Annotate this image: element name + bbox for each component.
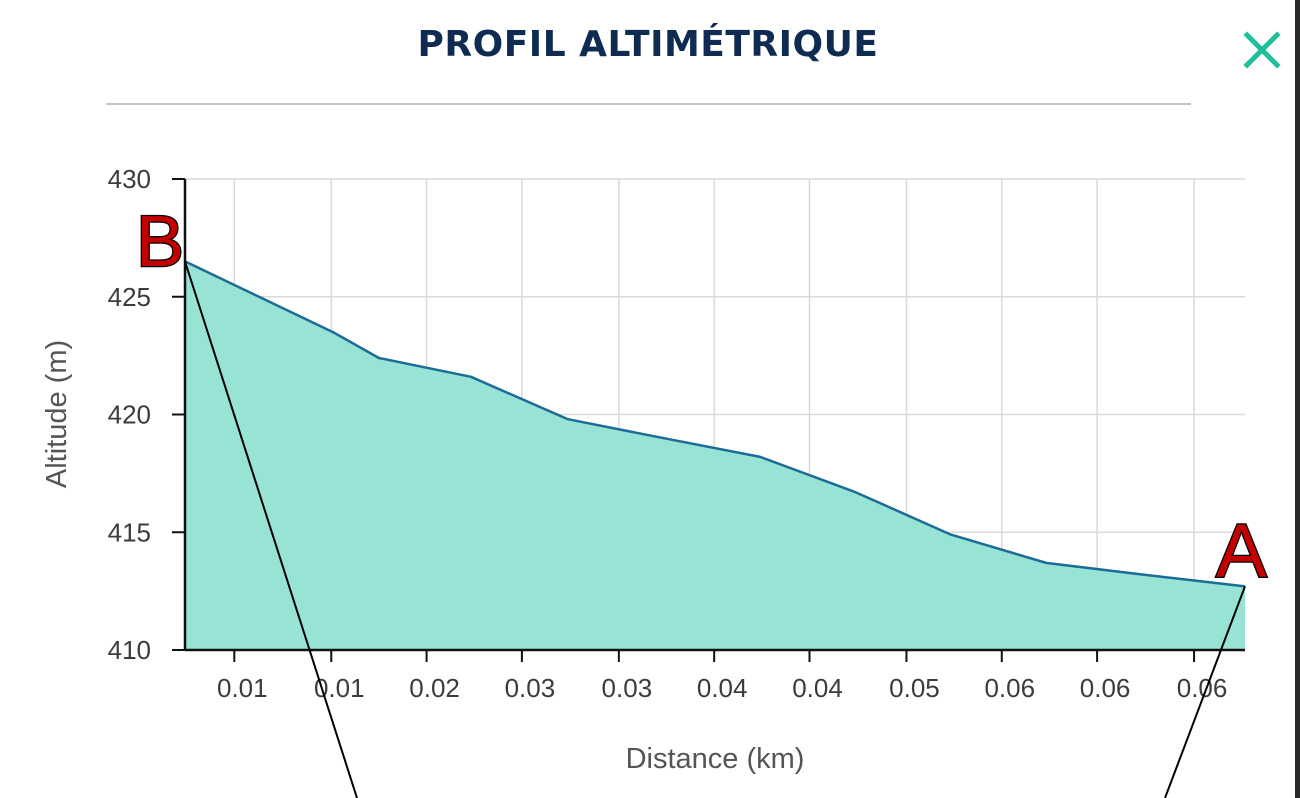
x-tick-label: 0.06 [984,673,1035,703]
marker-b-label: B [136,202,184,282]
y-tick-label: 420 [108,400,151,430]
page-title: PROFIL ALTIMÉTRIQUE [417,24,879,65]
x-tick-label: 0.04 [697,673,748,703]
x-tick-label: 0.04 [792,673,843,703]
x-tick-label: 0.05 [889,673,940,703]
close-icon [1243,31,1281,69]
x-axis-label: Distance (km) [626,743,805,775]
elevation-area [185,261,1245,650]
window-edge [1295,0,1300,798]
header-divider [106,103,1191,105]
x-tick-label: 0.02 [409,673,460,703]
y-tick-label: 430 [108,164,151,194]
marker-a-label: A [1216,509,1267,594]
x-tick-label: 0.03 [602,673,653,703]
modal-header: PROFIL ALTIMÉTRIQUE [0,0,1300,110]
y-tick-label: 410 [108,635,151,665]
x-tick-label: 0.01 [217,673,268,703]
x-tick-label: 0.06 [1080,673,1131,703]
marker-b-leader [184,261,358,798]
y-tick-label: 415 [108,517,151,547]
close-button[interactable] [1234,22,1290,78]
elevation-line [184,260,1246,588]
marker-a-leader [1164,586,1246,798]
y-tick-label: 425 [108,282,151,312]
y-axis-label: Altitude (m) [41,340,73,488]
x-tick-label: 0.03 [505,673,556,703]
